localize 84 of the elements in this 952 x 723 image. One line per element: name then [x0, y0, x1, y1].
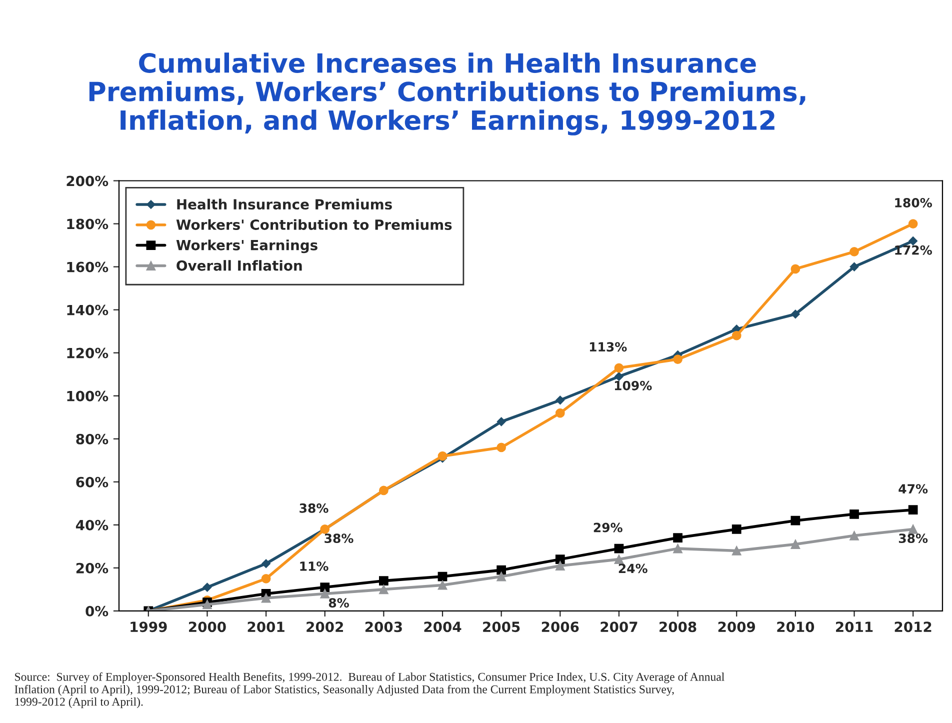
- chart-title: Cumulative Increases in Health Insurance Premiums, Workers’ Contributions to Premiums, Inflation, and Workers’ Earnings, 1999-2012: [89, 52, 806, 136]
- point: [673, 544, 682, 554]
- point: [673, 533, 682, 542]
- legend-label: Workers' Contribution to Premiums: [176, 219, 452, 230]
- data-label: 113%: [590, 342, 627, 352]
- point: [438, 451, 448, 461]
- point: [556, 396, 565, 405]
- point: [732, 546, 742, 556]
- point: [850, 262, 859, 272]
- point: [261, 574, 271, 584]
- legend-label: Workers' Earnings: [176, 240, 318, 254]
- y-tick-label: 40%: [76, 520, 108, 530]
- point: [379, 584, 388, 594]
- data-label: 38%: [300, 503, 328, 513]
- x-tick-label: 2004: [424, 622, 462, 632]
- x-tick-label: 2001: [248, 622, 284, 632]
- y-tick-label: 160%: [67, 262, 108, 272]
- point: [850, 509, 859, 519]
- y-tick-label: 60%: [76, 476, 108, 488]
- y-tick-label: 200%: [66, 176, 108, 186]
- point: [614, 363, 624, 373]
- x-tick-label: 2002: [306, 622, 343, 632]
- x-tick-label: 2009: [718, 622, 756, 632]
- point: [438, 580, 448, 590]
- legend-label: Overall Inflation: [176, 260, 302, 271]
- data-label: 180%: [895, 198, 932, 208]
- x-tick-label: 2010: [777, 622, 814, 632]
- point: [379, 576, 388, 586]
- point: [732, 330, 742, 340]
- point: [555, 408, 565, 418]
- x-tick-label: 2008: [660, 622, 696, 632]
- point: [850, 530, 859, 540]
- point: [908, 219, 918, 228]
- point: [496, 572, 506, 582]
- point: [790, 540, 800, 549]
- data-label: 11%: [300, 562, 328, 571]
- point: [908, 505, 918, 515]
- y-tick-label: 120%: [67, 348, 108, 358]
- point: [790, 516, 800, 526]
- point: [908, 524, 918, 534]
- x-tick-label: 2007: [600, 622, 638, 632]
- y-tick-label: 180%: [67, 218, 108, 230]
- point: [850, 247, 859, 256]
- point: [320, 582, 330, 592]
- x-tick-label: 2006: [542, 622, 579, 632]
- data-label: 47%: [898, 484, 928, 494]
- point: [261, 593, 271, 603]
- point: [614, 372, 624, 381]
- y-tick-label: 140%: [67, 304, 108, 316]
- data-label: 8%: [328, 598, 349, 608]
- point: [555, 561, 565, 570]
- data-label: 38%: [898, 534, 928, 544]
- y-tick-label: 80%: [76, 434, 108, 444]
- data-label: 38%: [324, 534, 354, 544]
- x-tick-label: 1999: [130, 622, 167, 632]
- point: [908, 236, 918, 246]
- data-label: 109%: [614, 380, 652, 390]
- point: [496, 442, 506, 452]
- point: [732, 524, 742, 534]
- data-label: 29%: [594, 522, 622, 532]
- source-note: Source: Survey of Employer-Sponsored Health Benefits, 1999-2012. Bureau of Labor Statistics, Consumer Price Index, U.S. City Average of Annual Inflation (April to April), 1999-2012; Bureau of Labor Statistics, Seasonally Adjusted Data from the Current Employment Statistics Survey, 1999-2012 (April to April).: [14, 672, 724, 708]
- point: [438, 572, 448, 582]
- data-label: 24%: [618, 564, 648, 574]
- y-tick-label: 100%: [67, 390, 108, 402]
- point: [790, 310, 800, 319]
- legend-label: Health Insurance Premiums: [177, 198, 392, 210]
- point: [262, 559, 270, 568]
- y-tick-label: 0%: [86, 606, 108, 616]
- point: [320, 589, 330, 598]
- x-tick-label: 2005: [483, 622, 520, 632]
- point: [496, 565, 506, 575]
- x-tick-label: 2012: [894, 622, 932, 632]
- x-tick-label: 2011: [836, 622, 873, 632]
- point: [555, 554, 565, 564]
- x-tick-label: 2003: [365, 622, 402, 632]
- point: [673, 354, 682, 364]
- point: [202, 582, 212, 592]
- y-tick-label: 20%: [76, 562, 108, 574]
- point: [496, 417, 506, 426]
- point: [790, 264, 800, 274]
- point: [614, 544, 624, 554]
- point: [614, 554, 624, 564]
- x-tick-label: 2000: [189, 622, 226, 632]
- data-label: 172%: [895, 245, 932, 255]
